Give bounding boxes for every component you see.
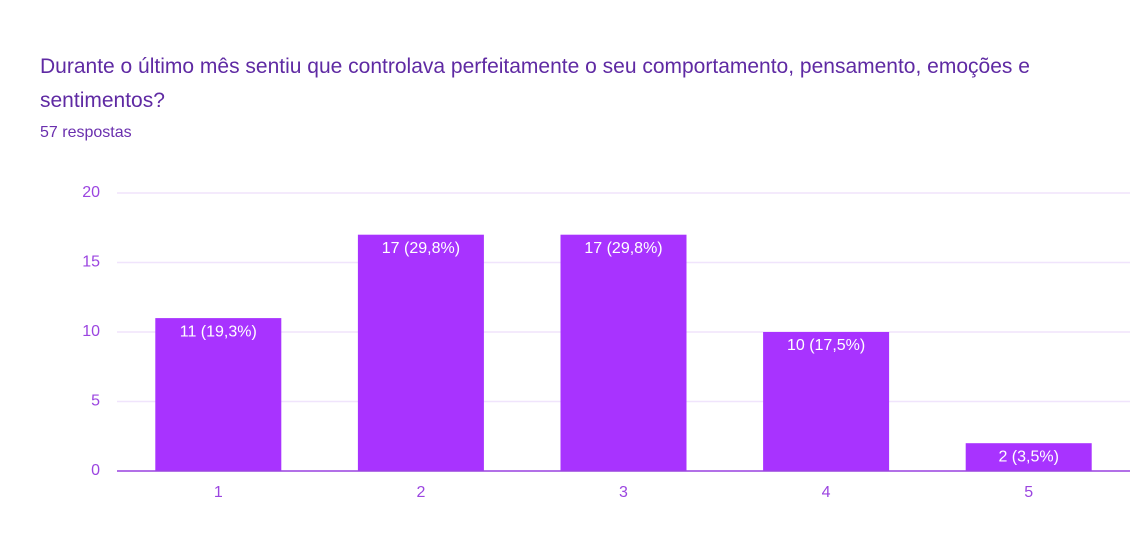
value-label: 2 (3,5%) (998, 448, 1058, 465)
x-tick-label: 5 (1024, 484, 1033, 501)
y-tick-label: 5 (91, 393, 100, 410)
value-label: 17 (29,8%) (584, 240, 662, 257)
bar (763, 332, 890, 471)
y-tick-label: 0 (91, 462, 100, 479)
bar (155, 318, 282, 471)
value-label: 10 (17,5%) (787, 337, 865, 354)
chart-title: Durante o último mês sentiu que controla… (40, 55, 1030, 112)
value-label: 11 (19,3%) (180, 323, 257, 340)
x-tick-label: 1 (214, 484, 223, 501)
bar (560, 234, 687, 471)
bar (965, 443, 1092, 471)
x-tick-label: 4 (822, 484, 831, 501)
bar (357, 234, 484, 471)
x-tick-label: 2 (416, 484, 425, 501)
y-tick-label: 15 (82, 254, 100, 271)
y-tick-label: 10 (82, 323, 100, 340)
chart-subtitle: 57 respostas (40, 124, 132, 141)
y-tick-label: 20 (82, 184, 100, 201)
x-tick-label: 3 (619, 484, 628, 501)
value-label: 17 (29,8%) (382, 240, 460, 257)
